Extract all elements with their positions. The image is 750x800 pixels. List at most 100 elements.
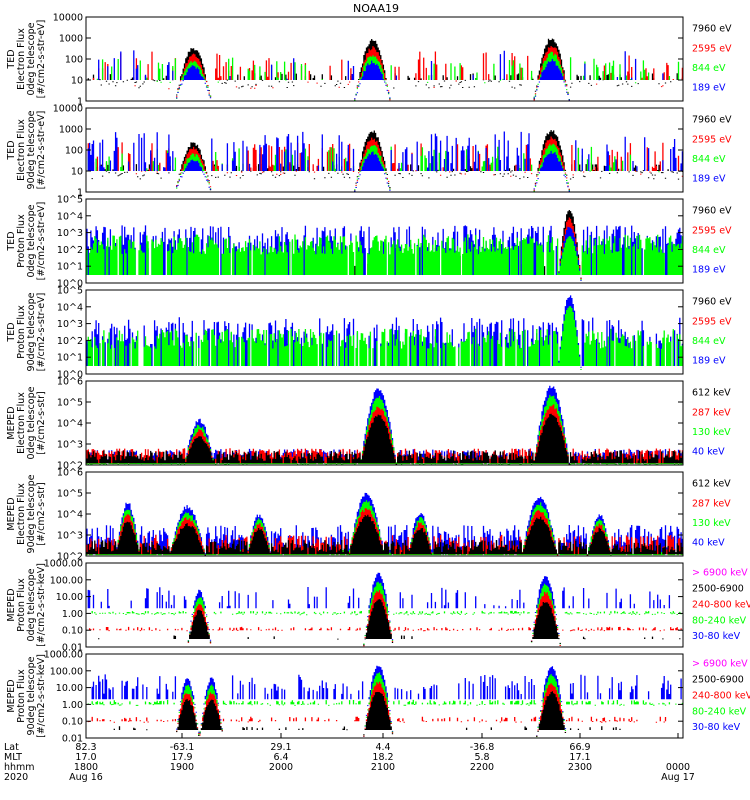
y-axis-label-line: 90deg telescope [26,474,37,553]
panel-ted-e-0: 10000 1000 100 10 1 TED Electron Flux 0deg tele… [6,13,732,108]
y-tick-label: 10^5 [57,286,83,297]
legend-entry: 30-80 keV [692,631,741,642]
y-axis-label-line: TED [6,140,17,160]
panel-meped-p-0: 1000.00 100.00 10.00 1.00 0.10 0.01 MEPED Proto… [6,559,750,654]
x-tick-mlt: 5.8 [474,752,489,763]
chart-title: NOAA19 [353,2,399,15]
legend-entry: 612 keV [692,479,731,490]
x-tick-mlt: 18.2 [372,752,393,763]
series-612-kev [86,514,684,556]
x-tick-lat: 66.9 [569,742,590,753]
legend-entry: > 6900 keV [692,568,748,579]
legend-entry: 40 keV [692,537,725,548]
legend-entry: 189 eV [692,355,726,366]
series-612-kev [86,413,684,465]
x-tick-mlt: 17.1 [569,752,590,763]
y-tick-label: 10^0 [57,279,83,290]
series-7960-ev [87,38,684,101]
legend-entry: 189 eV [692,82,726,93]
y-axis-label-line: [#/cm2-s-str-eV] [36,293,47,372]
legend-entry: 189 eV [692,173,726,184]
x-tick-hhmm: 1800 [74,762,98,773]
y-tick-label: 1000 [59,34,83,45]
legend-entry: 2500-6900 [692,584,744,595]
x-tick-hhmm: 1900 [170,762,194,773]
y-axis-label-line: [#/cm2-s-str] [36,391,47,454]
legend-entry: 287 keV [692,407,731,418]
y-axis-label-line: Proton Flux [16,214,27,268]
legend-entry: 240-800 keV [692,599,750,610]
y-tick-label: 10^1 [57,353,83,364]
y-axis-label-line: Electron Flux [16,28,27,90]
y-tick-label: 10^3 [57,228,83,239]
y-axis-label-line: 90deg telescope [26,292,37,371]
y-tick-label: 0.10 [62,626,83,637]
x-tick-hhmm: 2200 [470,762,494,773]
legend-entry: 80-240 keV [692,615,747,626]
x-row-label: 2020 [4,772,28,783]
series-844-ev [87,306,684,370]
y-tick-label: 1 [77,97,83,108]
x-tick-hhmm: 0000 [666,762,690,773]
y-axis-label-line: Electron Flux [16,483,27,545]
legend-entry: 80-240 keV [692,706,747,717]
y-tick-label: 10^0 [57,370,83,381]
x-tick-hhmm: 2000 [269,762,293,773]
legend-entry: 2595 eV [692,225,732,236]
x-tick-hhmm: 2100 [371,762,395,773]
series-marks [86,514,684,556]
y-tick-label: 100.00 [50,666,83,677]
legend-entry: 189 eV [692,264,726,275]
y-axis-label-line: 0deg telescope [26,22,37,95]
y-axis-label-line: Electron Flux [16,392,27,454]
legend-entry: 130 keV [692,518,731,529]
x-tick-hhmm: 2300 [568,762,592,773]
y-tick-label: 10^2 [57,552,83,563]
panel-frame [85,289,684,375]
y-tick-label: 0.10 [62,717,83,728]
series-marks [98,50,664,101]
legend-entry: 844 eV [692,154,726,165]
y-tick-label: 1.00 [62,700,83,711]
y-axis-label-line: MEPED [6,679,17,712]
y-tick-label: 0.01 [62,734,83,745]
panel-meped-e-90: 10^6 10^5 10^4 10^3 10^2 MEPED Electron Flux 90… [6,468,731,563]
legend-entry: 612 keV [692,388,731,399]
panel-frame [85,653,684,739]
y-tick-label: 1.00 [62,609,83,620]
y-axis-label-line: 90deg telescope [26,110,37,189]
series-2500-6900 [98,599,681,646]
y-tick-label: 1000.00 [44,650,83,661]
y-tick-label: 10^2 [57,245,83,256]
series-844-ev [86,234,684,281]
x-tick-lat: -63.1 [170,742,195,753]
legend-entry: 2500-6900 [692,675,744,686]
y-tick-label: 10^4 [57,211,83,222]
panel-meped-e-0: 10^6 10^5 10^4 10^3 10^2 MEPED Electron Flux 0d… [6,377,731,472]
y-tick-label: 1000.00 [44,559,83,570]
y-tick-label: 0.01 [62,643,83,654]
x-tick-lat: -36.8 [470,742,495,753]
y-tick-label: 10 [71,76,83,87]
panel-frame [85,107,684,193]
legend-entry: 844 eV [692,245,726,256]
legend-entry: 7960 eV [692,297,732,308]
y-tick-label: 10 [71,167,83,178]
y-tick-label: 1000 [59,125,83,136]
series-marks [87,131,684,192]
x-tick-mlt: 6.4 [273,752,288,763]
x-tick-mlt: 17.0 [75,752,96,763]
x-tick-lat: 4.4 [375,742,390,753]
legend-entry: 844 eV [692,63,726,74]
y-axis-label-line: [#/cm2-s-str-eV] [36,111,47,190]
y-axis-label-line: Proton Flux [16,669,27,723]
legend-entry: 7960 eV [692,206,732,217]
y-tick-label: 100 [65,55,83,66]
y-tick-label: 10^2 [57,461,83,472]
panel-frame [85,198,684,284]
y-axis-label-line: MEPED [6,588,17,621]
y-axis-label-line: Proton Flux [16,578,27,632]
y-axis-label-line: TED [6,49,17,69]
